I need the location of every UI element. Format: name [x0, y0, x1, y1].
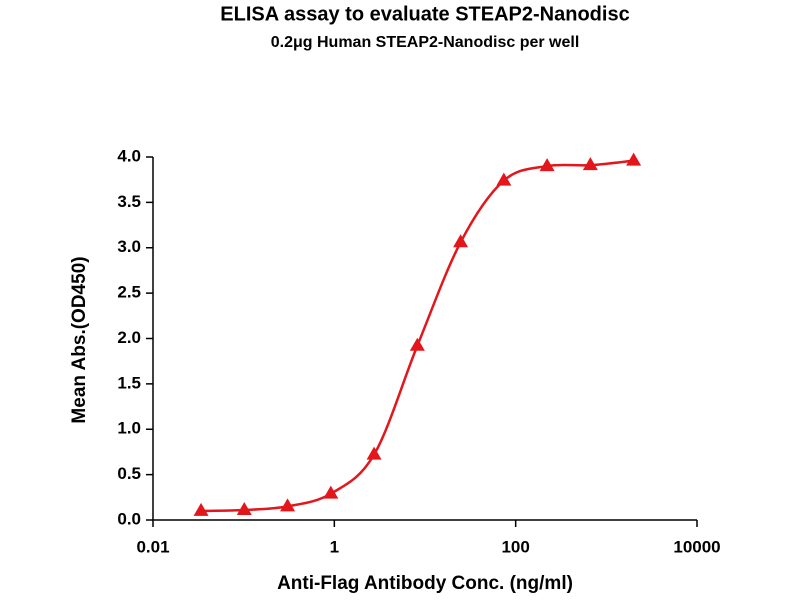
- y-tick-label: 0.5: [117, 464, 141, 483]
- data-point: [193, 502, 209, 516]
- y-tick-label: 2.0: [117, 328, 141, 347]
- data-point: [323, 485, 339, 499]
- x-axis-label: Anti-Flag Antibody Conc. (ng/ml): [277, 573, 573, 594]
- data-point: [453, 234, 469, 248]
- data-point: [539, 158, 555, 172]
- y-tick-label: 3.0: [117, 237, 141, 256]
- y-tick-label: 1.5: [117, 373, 141, 392]
- chart-subtitle: 0.2μg Human STEAP2-Nanodisc per well: [271, 34, 580, 51]
- data-point: [280, 498, 296, 512]
- x-tick-label: 100: [501, 537, 529, 556]
- y-tick-label: 0.0: [117, 509, 141, 528]
- data-point: [236, 502, 252, 516]
- data-point: [409, 337, 425, 351]
- data-point: [496, 172, 512, 186]
- fit-curve: [201, 159, 634, 513]
- y-tick-label: 2.5: [117, 283, 141, 302]
- chart-title: ELISA assay to evaluate STEAP2-Nanodisc: [220, 3, 629, 25]
- data-point: [366, 446, 382, 460]
- data-point: [582, 157, 598, 171]
- data-point: [626, 152, 642, 166]
- y-tick-label: 3.5: [117, 192, 141, 211]
- x-tick-label: 1: [330, 537, 339, 556]
- x-tick-label: 10000: [673, 537, 720, 556]
- y-tick-label: 4.0: [117, 146, 141, 165]
- y-axis-label: Mean Abs.(OD450): [69, 256, 90, 423]
- y-tick-label: 1.0: [117, 419, 141, 438]
- x-tick-label: 0.01: [136, 537, 169, 556]
